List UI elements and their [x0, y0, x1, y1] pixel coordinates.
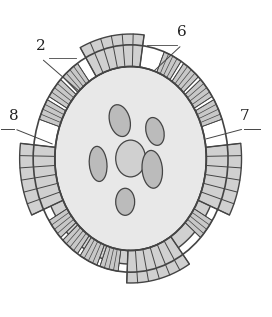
Ellipse shape	[116, 140, 146, 177]
Polygon shape	[80, 34, 144, 76]
Text: 6: 6	[177, 25, 187, 39]
Polygon shape	[157, 52, 181, 80]
Text: 2: 2	[36, 39, 46, 53]
Polygon shape	[20, 143, 63, 215]
Polygon shape	[127, 236, 189, 283]
Text: 7: 7	[239, 109, 249, 123]
Polygon shape	[185, 80, 212, 108]
Ellipse shape	[142, 151, 162, 188]
Ellipse shape	[109, 105, 131, 137]
Polygon shape	[195, 100, 222, 127]
Polygon shape	[39, 100, 66, 127]
Polygon shape	[172, 63, 198, 92]
Text: 8: 8	[10, 109, 19, 123]
Polygon shape	[185, 209, 212, 237]
Polygon shape	[100, 246, 121, 271]
Ellipse shape	[116, 188, 135, 215]
Polygon shape	[63, 63, 89, 92]
Ellipse shape	[89, 146, 107, 181]
Polygon shape	[49, 80, 76, 108]
Polygon shape	[80, 237, 104, 265]
Polygon shape	[63, 225, 89, 254]
Ellipse shape	[55, 67, 206, 250]
Polygon shape	[47, 195, 215, 264]
Ellipse shape	[146, 118, 164, 146]
Polygon shape	[49, 209, 76, 237]
Polygon shape	[198, 143, 242, 215]
